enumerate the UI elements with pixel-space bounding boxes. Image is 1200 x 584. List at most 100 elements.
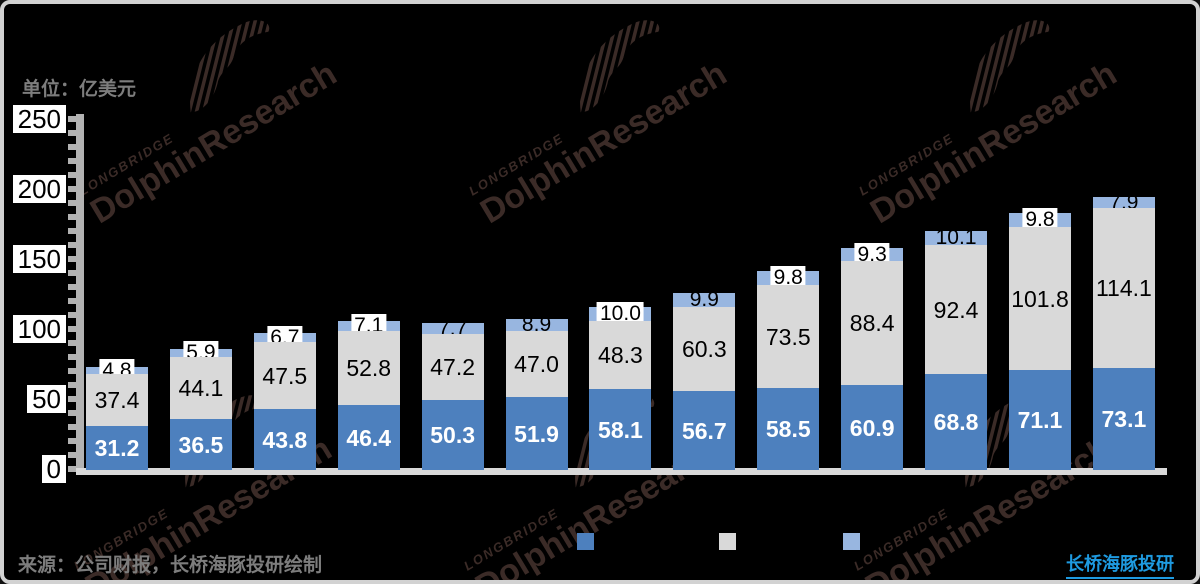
seg-mid-segment: 73.5 [757, 285, 820, 388]
data-label: 73.1 [1101, 406, 1147, 432]
seg-mid-segment: 88.4 [841, 261, 904, 385]
data-label: 68.8 [933, 409, 979, 435]
data-label: 48.3 [598, 342, 643, 368]
data-label: 10.1 [935, 226, 977, 249]
y-axis-tick-value: 250 [12, 105, 66, 133]
y-axis-tick-marks [68, 116, 76, 474]
y-axis-tick-value: 200 [12, 175, 66, 203]
bar-column-8: 9.9 60.3 56.7 [673, 288, 736, 470]
seg-bot-segment: 31.2 [86, 426, 148, 470]
y-axis-tick-label: 250 [4, 105, 66, 133]
seg-mid-segment: 52.8 [337, 331, 400, 405]
data-label: 73.5 [765, 323, 811, 350]
bar-column-3: 6.7 47.5 43.8 [253, 325, 316, 470]
data-label: 60.3 [681, 336, 727, 362]
seg-top-segment: 5.9 [169, 341, 232, 365]
seg-top-segment: 8.9 [505, 313, 568, 336]
bar-column-10: 9.3 88.4 60.9 [841, 242, 904, 470]
seg-top-segment: 9.9 [673, 288, 736, 311]
data-label: 50.3 [430, 422, 476, 448]
bar-column-2: 5.9 44.1 36.5 [169, 341, 232, 470]
y-axis-tick-value: 0 [41, 455, 66, 483]
y-axis-tick-label: 0 [4, 455, 66, 483]
x-axis-line [76, 468, 1167, 475]
data-label: 60.9 [849, 414, 895, 441]
seg-mid-segment: 44.1 [169, 357, 232, 419]
data-label: 44.1 [178, 375, 224, 401]
seg-mid-segment: 37.4 [86, 374, 148, 426]
seg-bot-segment: 58.5 [757, 388, 820, 470]
seg-mid-segment: 92.4 [925, 245, 988, 374]
bar-column-5: 7.7 47.2 50.3 [421, 317, 484, 470]
y-axis-line [76, 114, 84, 475]
seg-top-segment: 9.8 [757, 266, 820, 290]
data-label: 46.4 [346, 424, 392, 451]
data-label: 88.4 [849, 310, 895, 336]
bar-column-6: 8.9 47.0 51.9 [505, 313, 568, 470]
data-label: 37.4 [94, 387, 140, 413]
data-label: 9.9 [689, 288, 719, 311]
seg-bot-segment: 71.1 [1008, 370, 1071, 470]
bar-column-9: 9.8 73.5 58.5 [757, 266, 820, 470]
data-label: 36.5 [178, 431, 224, 458]
data-label: 47.0 [514, 351, 559, 377]
legend-swatch-2 [719, 533, 736, 550]
seg-bot-segment: 43.8 [253, 409, 316, 470]
data-label: 31.2 [94, 435, 140, 461]
seg-bot-segment: 60.9 [841, 385, 904, 470]
seg-bot-segment: 36.5 [169, 419, 232, 470]
seg-top-segment: 10.1 [925, 226, 988, 249]
bar-plot-area: 4.8 37.4 31.2 5.9 44.1 36.5 6.7 47.5 43.8 7.1 52.8… [86, 4, 1155, 470]
seg-top-segment: 6.7 [253, 325, 316, 350]
data-label: 114.1 [1095, 275, 1152, 301]
seg-bot-segment: 58.1 [589, 389, 652, 470]
y-axis-tick-value: 100 [12, 315, 66, 343]
data-label: 71.1 [1017, 407, 1063, 433]
legend-swatch-3 [843, 533, 860, 550]
data-label: 56.7 [681, 417, 727, 444]
seg-top-segment: 7.9 [1092, 191, 1155, 214]
data-label: 51.9 [514, 420, 559, 447]
seg-mid-segment: 47.2 [421, 334, 484, 400]
y-axis-tick-value: 150 [12, 245, 66, 273]
seg-mid-segment: 114.1 [1092, 208, 1155, 368]
y-axis-tick-label: 150 [4, 245, 66, 273]
seg-bot-segment: 51.9 [505, 397, 568, 470]
data-label: 101.8 [1011, 285, 1069, 312]
seg-mid-segment: 48.3 [589, 321, 652, 389]
data-label: 7.7 [438, 316, 468, 340]
bar-column-13: 7.9 114.1 73.1 [1092, 191, 1155, 470]
data-label: 92.4 [933, 296, 979, 323]
seg-top-segment: 10.0 [589, 302, 652, 326]
y-axis-tick-value: 50 [27, 385, 66, 413]
bar-column-11: 10.1 92.4 68.8 [925, 226, 988, 470]
bar-column-7: 10.0 48.3 58.1 [589, 302, 652, 470]
y-axis-tick-label: 100 [4, 315, 66, 343]
seg-bot-segment: 68.8 [925, 374, 988, 470]
y-axis-tick-label: 200 [4, 175, 66, 203]
seg-top-segment: 4.8 [86, 358, 148, 383]
bar-column-12: 9.8 101.8 71.1 [1008, 208, 1071, 470]
brand-logo: 长桥海豚投研 [1066, 550, 1174, 579]
seg-bot-segment: 46.4 [337, 405, 400, 470]
seg-top-segment: 7.1 [337, 314, 400, 338]
data-label: 7.9 [1109, 190, 1139, 214]
data-label: 43.8 [262, 426, 308, 453]
data-label: 47.2 [430, 354, 476, 380]
legend-swatch-1 [577, 533, 594, 550]
seg-top-segment: 9.3 [841, 242, 904, 267]
seg-bot-segment: 56.7 [673, 391, 736, 470]
seg-mid-segment: 47.0 [505, 331, 568, 397]
seg-bot-segment: 73.1 [1092, 368, 1155, 470]
data-label: 58.5 [765, 416, 811, 442]
data-label: 47.5 [262, 362, 308, 389]
bar-column-1: 4.8 37.4 31.2 [86, 358, 148, 470]
data-label: 52.8 [346, 355, 392, 381]
bar-column-4: 7.1 52.8 46.4 [337, 314, 400, 470]
seg-mid-segment: 60.3 [673, 307, 736, 391]
source-note: 来源：公司财报，长桥海豚投研绘制 [18, 555, 323, 576]
y-axis-tick-label: 50 [4, 385, 66, 413]
data-label: 58.1 [598, 416, 643, 443]
data-label: 8.9 [521, 313, 552, 336]
